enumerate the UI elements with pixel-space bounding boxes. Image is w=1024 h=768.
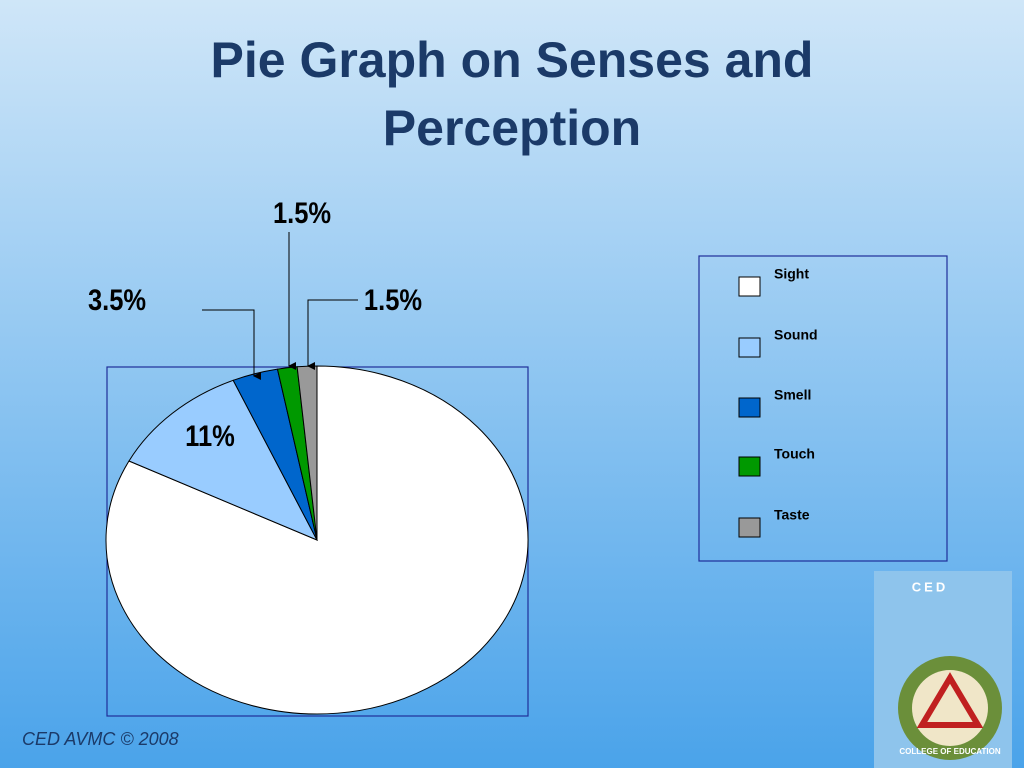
data-label: 1.5% bbox=[364, 283, 422, 316]
logo-text: CED bbox=[912, 579, 948, 594]
leader-line bbox=[307, 299, 358, 370]
legend-label: Sight bbox=[774, 266, 809, 282]
logo-seal-text: COLLEGE OF EDUCATION bbox=[899, 747, 1000, 756]
logo-triangle bbox=[916, 672, 984, 728]
legend-label: Taste bbox=[774, 507, 810, 523]
data-label: 1.5% bbox=[273, 196, 331, 229]
legend-swatch bbox=[738, 517, 761, 538]
legend-swatch bbox=[738, 456, 761, 477]
data-label: 3.5% bbox=[88, 283, 146, 316]
legend-swatch bbox=[738, 337, 761, 358]
leader-line bbox=[202, 309, 261, 380]
legend-label: Touch bbox=[774, 446, 815, 462]
data-label: 11% bbox=[185, 419, 235, 452]
chart-title: Pie Graph on Senses and Perception bbox=[211, 32, 814, 156]
legend-label: Smell bbox=[774, 387, 811, 403]
legend-swatch bbox=[738, 397, 761, 418]
footer-credit: CED AVMC © 2008 bbox=[22, 729, 179, 749]
legend-frame bbox=[698, 255, 948, 562]
logo: CED COLLEGE OF EDUCATION bbox=[874, 571, 1012, 768]
legend-swatch bbox=[738, 276, 761, 297]
pie-slice bbox=[128, 379, 319, 542]
legend-label: Sound bbox=[774, 327, 818, 343]
